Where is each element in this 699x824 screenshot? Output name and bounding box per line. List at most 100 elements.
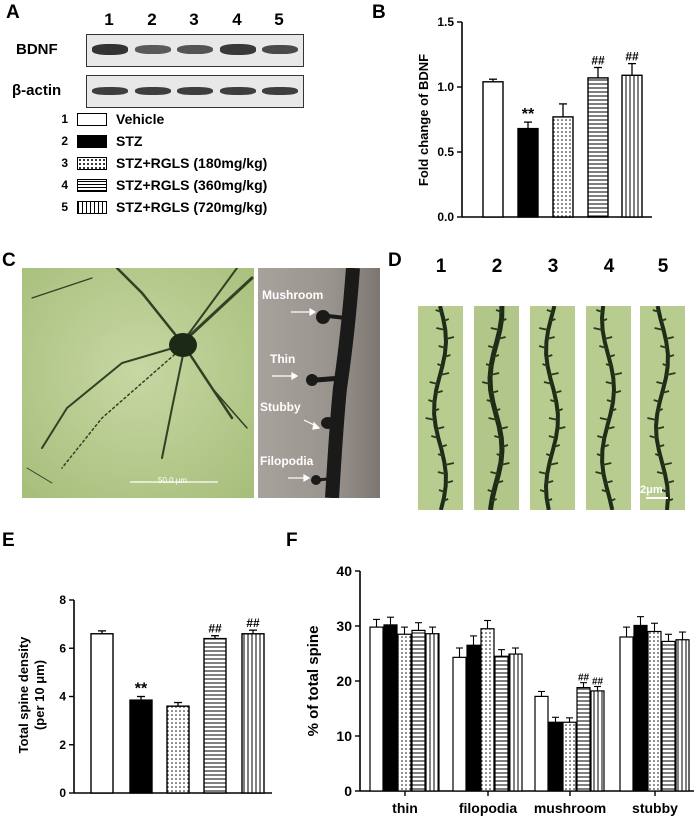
scale-bar-d [646, 497, 668, 499]
blot-label-bdnf: BDNF [16, 41, 58, 58]
significance-mark: ## [625, 50, 639, 64]
blot-actin [86, 75, 304, 108]
spine-type-label: Filopodia [260, 454, 314, 468]
dendrite-micrograph [530, 306, 575, 510]
y-tick-label: 6 [59, 641, 66, 655]
x-tick-label: stubby [632, 800, 678, 816]
blot-band [177, 86, 213, 95]
y-tick-label: 0 [59, 786, 66, 800]
y-tick-label: 8 [59, 593, 66, 607]
legend-swatch [77, 135, 107, 148]
legend-number: 3 [61, 156, 68, 170]
legend-label: STZ+RGLS (720mg/kg) [116, 199, 268, 215]
dendrite-micrograph [474, 306, 519, 510]
blot-band [262, 44, 298, 55]
bar [203, 637, 227, 794]
significance-mark: ** [135, 681, 148, 698]
spine-micrograph: Mushroom Thin Stubby Filopodia [258, 268, 380, 498]
x-tick-label: thin [392, 800, 418, 816]
bar [675, 639, 690, 792]
bar [383, 624, 398, 792]
blot-band [135, 86, 171, 95]
bar [397, 633, 412, 792]
spine-type-label: Thin [270, 352, 296, 366]
dendrite-micrograph [586, 306, 631, 510]
panel-label-e: E [2, 530, 15, 551]
bar [621, 74, 643, 218]
x-tick-label: mushroom [534, 800, 606, 816]
blot-bdnf [86, 34, 304, 67]
panel-label-b: B [372, 2, 386, 23]
y-tick-label: 40 [336, 563, 352, 579]
bar [90, 633, 114, 794]
legend-swatch [77, 179, 107, 192]
significance-mark: ** [550, 720, 562, 737]
legend-item: 4 STZ+RGLS (360mg/kg) [56, 177, 316, 194]
significance-mark: ## [592, 677, 604, 688]
blot-band [135, 44, 171, 55]
legend-item: 2 STZ [56, 133, 316, 150]
legend-item: 5 STZ+RGLS (720mg/kg) [56, 199, 316, 216]
dendrite-micrograph [640, 306, 685, 510]
dendrite-lane-number: 4 [603, 256, 615, 277]
chart-b: 0.0 0.5 1.0 1.5 ** ## ## Fold change of BDNF [416, 15, 652, 224]
bar [552, 116, 574, 218]
dendrite-lane-number: 2 [491, 256, 503, 277]
y-axis-label: % of total spine [305, 626, 322, 737]
y-axis-label: Total spine density [16, 636, 31, 754]
bar [534, 695, 549, 792]
significance-mark: ## [246, 616, 260, 630]
spine-type-label: Stubby [260, 400, 301, 414]
bar [661, 640, 676, 792]
blot-band [177, 44, 213, 55]
y-tick-label: 1.5 [437, 15, 454, 29]
spine-type-label: Mushroom [262, 288, 324, 302]
y-tick-label: 4 [59, 690, 66, 704]
bar [576, 687, 591, 792]
chart-e: 0 2 4 6 8 ** ## ## Total spine density (per 10 μm… [16, 593, 272, 800]
legend-label: STZ+RGLS (360mg/kg) [116, 177, 268, 193]
blot-band [220, 86, 256, 95]
scale-bar-d-label: 2μm [640, 484, 663, 496]
legend-swatch [77, 113, 107, 126]
blot-band [220, 44, 256, 55]
legend-number: 5 [61, 200, 68, 214]
bar [587, 77, 609, 218]
bar [411, 629, 426, 792]
lane-number: 5 [274, 10, 284, 29]
bar [562, 721, 577, 792]
legend: 1 Vehicle 2 STZ 3 STZ+RGLS (180mg/kg) 4 STZ+RGL… [56, 111, 316, 222]
lane-number: 4 [232, 10, 242, 29]
bar [508, 653, 523, 792]
y-axis-label: Fold change of BDNF [416, 54, 431, 186]
panel-label-f: F [286, 530, 298, 551]
bar [452, 656, 467, 792]
bar [466, 644, 481, 792]
bar [494, 655, 509, 792]
y-tick-label: 10 [336, 728, 352, 744]
neuron-micrograph: 50.0 μm [22, 268, 254, 498]
bar [480, 628, 495, 792]
y-tick-label: 2 [59, 738, 66, 752]
bar [647, 630, 662, 792]
dendrite-lane-number: 1 [435, 256, 447, 277]
lane-number: 1 [104, 10, 114, 29]
bar [633, 624, 648, 792]
lane-number: 3 [189, 10, 199, 29]
legend-item: 1 Vehicle [56, 111, 316, 128]
dendrite-lane-number: 5 [657, 256, 669, 277]
bar [482, 81, 504, 218]
scale-bar-c: 50.0 μm [158, 476, 188, 485]
y-tick-label: 0.5 [437, 145, 454, 159]
lane-number: 2 [147, 10, 157, 29]
panel-label-d: D [388, 250, 402, 271]
y-tick-label: 0 [344, 783, 352, 799]
legend-number: 2 [61, 134, 68, 148]
blot-band [92, 44, 128, 55]
y-axis-label: (per 10 μm) [32, 660, 47, 730]
bar [590, 690, 605, 792]
bar [619, 636, 634, 792]
panel-label-c: C [2, 250, 16, 271]
blot-label-actin: β-actin [12, 82, 62, 99]
legend-swatch [77, 201, 107, 214]
